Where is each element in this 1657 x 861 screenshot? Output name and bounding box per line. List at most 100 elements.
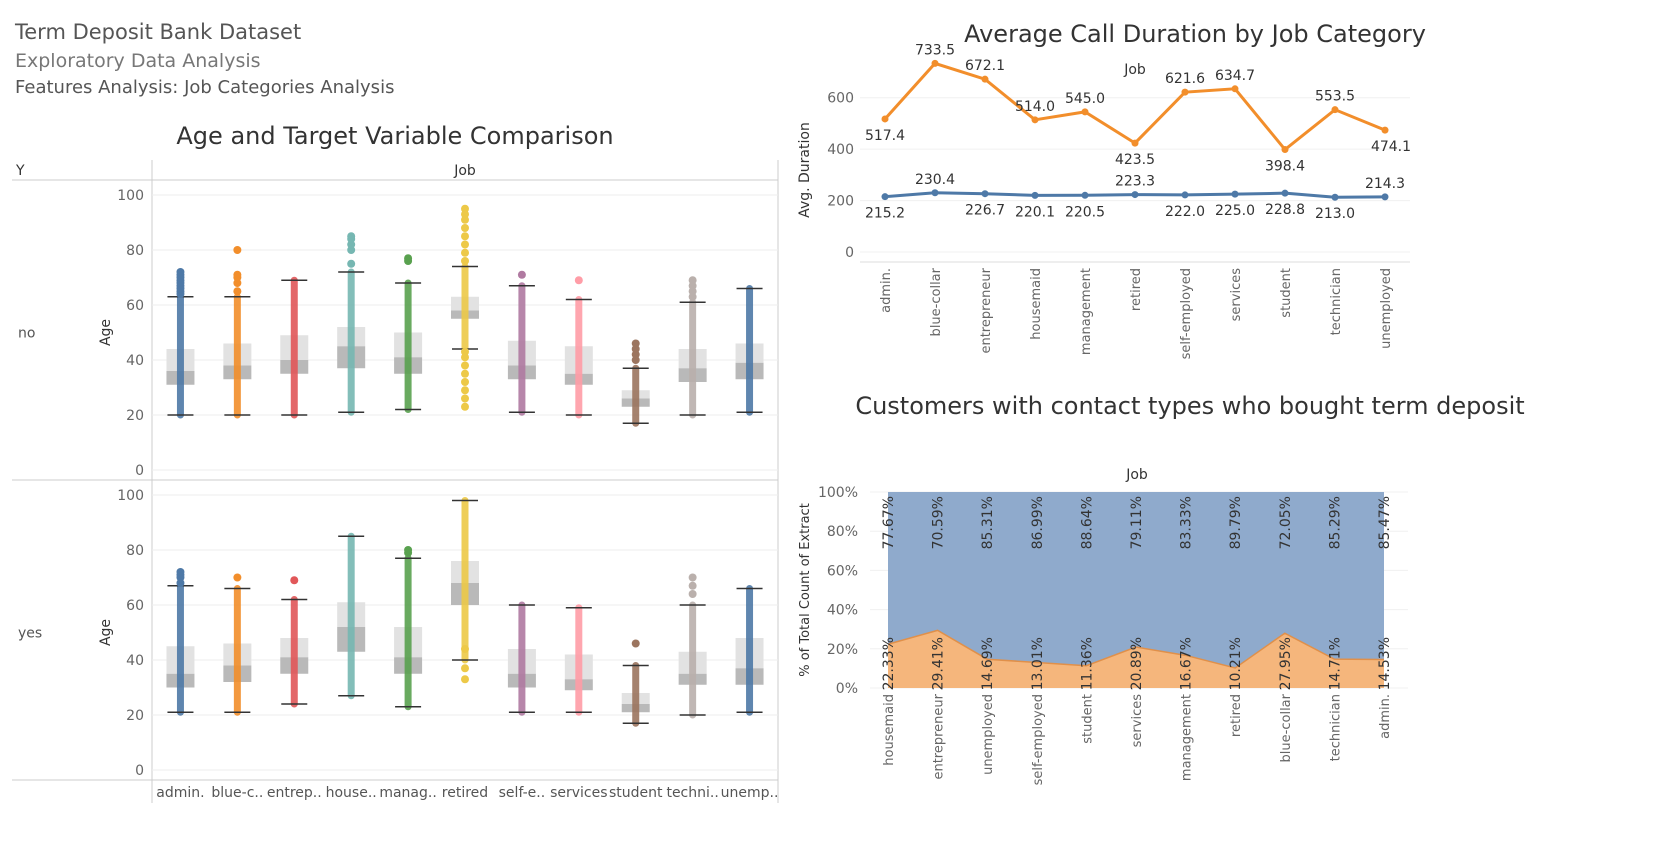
outlier-point: [404, 254, 413, 263]
data-label: 220.1: [1015, 204, 1055, 220]
data-label: 672.1: [965, 58, 1005, 74]
outlier-point: [461, 394, 469, 403]
x-tick-label: management: [1180, 694, 1195, 781]
boxplot-title: Age and Target Variable Comparison: [176, 122, 614, 150]
box-entrepreneur: [280, 276, 309, 419]
line-chart[interactable]: Job 0 200 400 600 Avg. Duration 517.4 733.5 672.…: [797, 0, 1620, 400]
y-tick-label: 40: [126, 353, 144, 369]
data-point: [1131, 191, 1139, 199]
data-label: 85.31%: [980, 496, 996, 549]
box-admin.: [166, 268, 195, 419]
y-tick-label: 0%: [836, 681, 858, 697]
data-point: [1081, 108, 1089, 116]
column-header: Job: [1125, 467, 1148, 483]
data-label: 85.47%: [1377, 496, 1393, 549]
row-label-yes: yes: [18, 626, 42, 642]
outlier-point: [461, 361, 469, 370]
data-point: [881, 193, 889, 201]
row-header: Y: [15, 163, 25, 179]
outlier-point: [233, 279, 242, 287]
y-tick-label: 60: [126, 298, 144, 314]
x-tick-label: student: [1080, 694, 1095, 744]
data-point: [1181, 88, 1189, 96]
outlier-point: [461, 215, 469, 224]
data-label: 222.0: [1165, 204, 1205, 220]
outlier-point: [233, 287, 242, 296]
data-label: 733.5: [915, 42, 955, 58]
data-label: 89.79%: [1228, 496, 1244, 549]
box-services: [564, 276, 593, 419]
outlier-point: [688, 581, 697, 590]
dashboard-title: Term Deposit Bank Dataset: [15, 20, 302, 44]
x-tick-label: manag..: [379, 785, 436, 801]
box-management: [394, 546, 423, 711]
boxplot-chart[interactable]: Y Job no Age 0 20 40 60 80 100 yes Age 0 20 40 60 80 100 a…: [0, 0, 790, 861]
y-axis-label: Age: [98, 319, 114, 346]
outlier-point: [631, 339, 640, 348]
x-tick-label: retired: [1229, 694, 1244, 737]
x-tick-label: admin.: [156, 785, 204, 801]
box-student: [621, 339, 650, 427]
box-self-employed: [507, 601, 536, 716]
data-point: [1331, 106, 1339, 114]
data-point: [981, 75, 989, 83]
outlier-point: [688, 590, 697, 598]
y-tick-label: 600: [827, 91, 854, 107]
data-label: 14.71%: [1327, 637, 1343, 690]
data-label: 213.0: [1315, 206, 1355, 222]
data-label: 14.69%: [980, 637, 996, 690]
x-tick-label: techni..: [666, 785, 718, 801]
x-tick-label: retired: [1129, 268, 1144, 311]
box-entrepreneur: [280, 576, 309, 708]
outlier-point: [631, 345, 640, 353]
outlier-point: [461, 248, 469, 257]
x-tick-label: unemployed: [1379, 268, 1394, 349]
outlier-point: [347, 240, 356, 249]
x-tick-label: unemp..: [721, 785, 779, 801]
data-label: 226.7: [965, 203, 1005, 219]
outlier-point: [176, 268, 185, 276]
data-point: [1381, 193, 1389, 201]
y-axis-label: Age: [98, 619, 114, 646]
data-point: [1231, 85, 1239, 93]
x-tick-label: technician: [1329, 268, 1344, 335]
box-blue-collar: [223, 246, 252, 419]
area-top-series: [888, 492, 1384, 668]
outlier-point: [290, 576, 299, 585]
data-point: [1281, 189, 1289, 197]
box-unemployed: [735, 285, 764, 416]
data-label: 230.4: [915, 172, 955, 188]
line-chart-title: Average Call Duration by Job Category: [964, 20, 1426, 48]
outlier-point: [176, 568, 185, 576]
panel-yes: yes Age 0 20 40 60 80 100: [18, 488, 778, 779]
data-label: 474.1: [1371, 139, 1411, 155]
outlier-point: [233, 270, 242, 279]
x-tick-label: self-e..: [499, 785, 546, 801]
outlier-point: [461, 386, 469, 395]
data-label: 398.4: [1265, 159, 1305, 175]
data-label: 423.5: [1115, 152, 1155, 168]
y-axis-label: % of Total Count of Extract: [798, 503, 813, 677]
x-tick-label: admin.: [879, 268, 894, 313]
y-axis-label: Avg. Duration: [797, 122, 813, 218]
x-tick-label: services: [550, 785, 607, 801]
data-point: [981, 190, 989, 198]
box-services: [564, 604, 593, 716]
box-admin.: [166, 568, 195, 716]
outlier-point: [461, 378, 469, 386]
outlier-point: [404, 546, 413, 554]
outlier-point: [461, 675, 469, 684]
outlier-point: [461, 347, 469, 356]
data-label: 16.67%: [1179, 637, 1195, 690]
column-header: Job: [453, 163, 476, 179]
x-tick-label: student: [1279, 268, 1294, 318]
x-tick-label: blue-c..: [211, 785, 263, 801]
x-tick-label: blue-collar: [1279, 693, 1294, 762]
y-tick-label: 40%: [827, 603, 858, 619]
y-tick-label: 20: [126, 408, 144, 424]
area-chart[interactable]: Job 0% 20% 40% 60% 80% 100% % of Total Count of…: [798, 440, 1620, 860]
x-tick-label: housemaid: [882, 694, 897, 766]
x-tick-label: entrepreneur: [932, 693, 947, 779]
data-label: 27.95%: [1278, 637, 1294, 690]
panel-no: no Age 0 20 40 60 80 100: [18, 188, 778, 479]
